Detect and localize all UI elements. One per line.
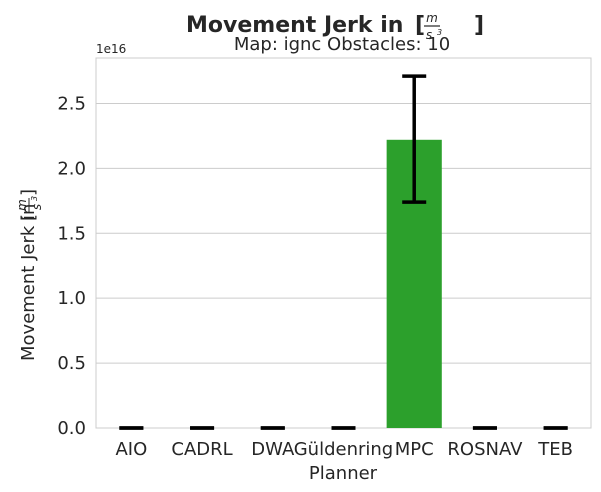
chart-title-unit-den-exp: 3 <box>437 28 442 37</box>
chart-subtitle: Map: ignc Obstacles: 10 <box>234 34 450 55</box>
y-axis-label: Movement Jerk in <box>18 204 39 361</box>
y-tick-label: 1.0 <box>57 288 86 309</box>
y-tick-label: 1.5 <box>57 223 86 244</box>
x-tick-label: MPC <box>395 439 434 460</box>
y-axis-unit-den-exp: 3 <box>30 196 39 201</box>
chart-title-unit-num: m <box>426 11 438 25</box>
y-tick-label: 0.5 <box>57 353 86 374</box>
x-tick-labels: AIO CADRL DWA Güldenring MPC ROSNAV TEB <box>115 439 573 460</box>
x-tick-label: Güldenring <box>294 439 394 460</box>
y-axis-label-close-bracket: ] <box>18 189 39 196</box>
chart-title-close-bracket: ] <box>474 13 484 38</box>
y-axis-unit-num: m <box>15 199 29 211</box>
x-tick-label: DWA <box>251 439 295 460</box>
error-bars <box>119 74 568 430</box>
chart-title-group: Movement Jerk in [ m s 3 ] <box>186 11 484 42</box>
chart-title-unit-den: s <box>426 28 432 42</box>
y-tick-label: 0.0 <box>57 418 86 439</box>
y-tick-label: 2.5 <box>57 93 86 114</box>
chart-title-open-bracket: [ <box>415 13 425 38</box>
chart-title: Movement Jerk in <box>186 13 403 38</box>
x-tick-label: CADRL <box>171 439 232 460</box>
y-scale-offset: 1e16 <box>96 42 126 56</box>
y-axis-label-group: Movement Jerk in [ m s 3 ] <box>15 189 44 361</box>
y-axis-label-open-bracket: [ <box>18 214 39 221</box>
error-bar-mpc <box>402 74 427 204</box>
plot-area <box>95 57 592 429</box>
y-tick-labels: 0.0 0.5 1.0 1.5 2.0 2.5 <box>57 93 86 439</box>
x-tick-label: ROSNAV <box>447 439 523 460</box>
x-tick-label: AIO <box>115 439 147 460</box>
y-axis-unit-den: s <box>30 204 44 210</box>
x-axis-label: Planner <box>309 463 378 484</box>
x-tick-label: TEB <box>537 439 573 460</box>
y-tick-label: 2.0 <box>57 158 86 179</box>
